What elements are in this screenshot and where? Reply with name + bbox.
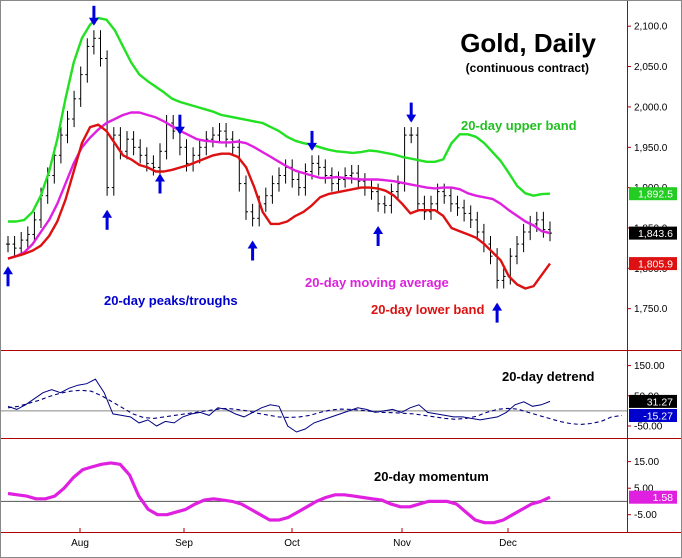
annotation-lower-band: 20-day lower band — [371, 302, 484, 317]
ytick-label-detrend-0: 150.00 — [634, 361, 665, 372]
arrow-up-2 — [102, 209, 113, 230]
arrow-down-8 — [406, 102, 417, 123]
series-line-lower — [7, 123, 551, 290]
ytick-label-price-1: 2,050.0 — [634, 62, 668, 73]
value-labels-group: 1,892.5 1,843.6 1,805.9 31.27 -15.27 1.58 — [629, 187, 677, 504]
xlabels-group: Aug Sep Oct Nov Dec — [71, 528, 517, 549]
arrow-down-1 — [88, 5, 99, 26]
arrow-up-5 — [247, 240, 258, 261]
annotation-moving-average: 20-day moving average — [305, 275, 449, 290]
ytick-label-detrend-2: -50.00 — [634, 422, 663, 433]
arrow-head-8 — [406, 114, 417, 123]
annotation-momentum: 20-day momentum — [374, 469, 489, 484]
xtick-label-aug: Aug — [71, 538, 89, 549]
arrow-down-6 — [307, 130, 317, 151]
series-line-detrend-cycle — [7, 389, 623, 426]
ytick-label-momentum-2: -5.00 — [634, 510, 657, 521]
ytick-label-momentum-0: 15.00 — [634, 457, 659, 468]
arrow-head-0 — [3, 266, 13, 275]
arrow-head-1 — [88, 17, 99, 26]
series-line-detrend — [7, 378, 551, 433]
lines-group — [7, 16, 623, 525]
value-label-price-1: 1,843.6 — [638, 228, 673, 240]
ticks-group: 2,100.02,050.02,000.01,950.01,900.01,850… — [627, 22, 668, 521]
arrow-head-5 — [247, 240, 258, 249]
series-line-momentum — [7, 461, 551, 525]
value-label-detrend-0: 31.27 — [647, 396, 673, 408]
chart-subtitle: (continuous contract) — [466, 61, 589, 75]
value-label-box-price-2 — [629, 257, 677, 271]
value-label-detrend-1: -15.27 — [643, 411, 673, 423]
value-label-box-price-0 — [629, 187, 677, 201]
value-label-momentum-0: 1.58 — [653, 492, 674, 504]
arrow-head-9 — [492, 302, 503, 311]
xtick-label-sep: Sep — [175, 538, 193, 549]
arrow-up-9 — [492, 302, 503, 323]
series-line-ma — [7, 111, 551, 260]
ytick-label-momentum-1: 5.00 — [634, 484, 654, 495]
value-label-box-detrend-1 — [629, 409, 677, 422]
xtick-label-oct: Oct — [284, 538, 300, 549]
arrow-up-7 — [373, 226, 384, 246]
ytick-label-price-2: 2,000.0 — [634, 102, 668, 113]
annotation-peaks-troughs: 20-day peaks/troughs — [104, 293, 238, 308]
arrows-group — [3, 5, 503, 323]
ytick-label-price-3: 1,950.0 — [634, 143, 668, 154]
chart-title: Gold, Daily — [460, 28, 596, 58]
annotation-upper-band: 20-day upper band — [461, 118, 577, 133]
xtick-label-dec: Dec — [499, 538, 517, 549]
value-label-box-detrend-0 — [629, 394, 677, 408]
arrow-up-3 — [155, 173, 165, 194]
arrow-head-7 — [373, 226, 384, 234]
value-label-price-0: 1,892.5 — [638, 189, 673, 201]
ytick-label-price-7: 1,750.0 — [634, 304, 668, 315]
value-label-price-2: 1,805.9 — [638, 259, 673, 271]
arrow-head-4 — [174, 126, 185, 135]
annotation-detrend: 20-day detrend — [502, 369, 595, 384]
value-label-box-price-1 — [629, 226, 677, 240]
arrow-head-3 — [155, 173, 165, 182]
xtick-label-nov: Nov — [393, 538, 411, 549]
arrow-down-4 — [174, 114, 185, 135]
price-bars — [6, 30, 552, 289]
arrow-head-6 — [307, 142, 317, 151]
arrow-up-0 — [3, 266, 13, 287]
ytick-label-price-0: 2,100.0 — [634, 22, 668, 33]
arrow-head-2 — [102, 209, 113, 218]
value-label-box-momentum-0 — [629, 490, 677, 504]
